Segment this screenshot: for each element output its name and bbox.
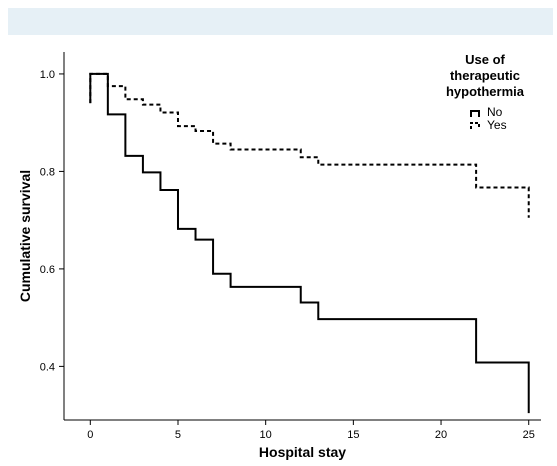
- series-layer: [89, 72, 530, 414]
- x-tick-label: 10: [260, 429, 272, 441]
- y-tick-label: 0.4: [40, 361, 55, 373]
- x-tick-label: 15: [347, 429, 359, 441]
- legend: Use of therapeutic hypothermia No Yes: [446, 52, 525, 132]
- legend-swatch-yes: [470, 122, 480, 129]
- series-line-no: [89, 72, 530, 414]
- x-axis-title: Hospital stay: [259, 444, 346, 460]
- y-ticks: 0.4 0.6 0.8 1.0: [40, 69, 64, 373]
- x-tick-label: 0: [87, 429, 93, 441]
- legend-title-line-2: therapeutic: [450, 68, 520, 83]
- x-tick-label: 25: [523, 429, 535, 441]
- legend-label-yes: Yes: [487, 118, 507, 132]
- legend-title-line-3: hypothermia: [446, 84, 525, 99]
- plot-area: 0 5 10 15 20 25 0.4 0.6 0.8 1.0: [40, 52, 541, 441]
- header-band: [8, 8, 553, 35]
- legend-label-no: No: [487, 105, 503, 119]
- legend-title-line-1: Use of: [465, 52, 505, 67]
- series-line-yes: [89, 72, 530, 218]
- x-ticks: 0 5 10 15 20 25: [87, 420, 535, 441]
- legend-swatch-no: [470, 110, 480, 117]
- y-tick-label: 1.0: [40, 69, 55, 81]
- x-tick-label: 20: [435, 429, 447, 441]
- y-tick-label: 0.6: [40, 264, 55, 276]
- x-tick-label: 5: [175, 429, 181, 441]
- y-tick-label: 0.8: [40, 166, 55, 178]
- y-axis-title: Cumulative survival: [17, 170, 33, 302]
